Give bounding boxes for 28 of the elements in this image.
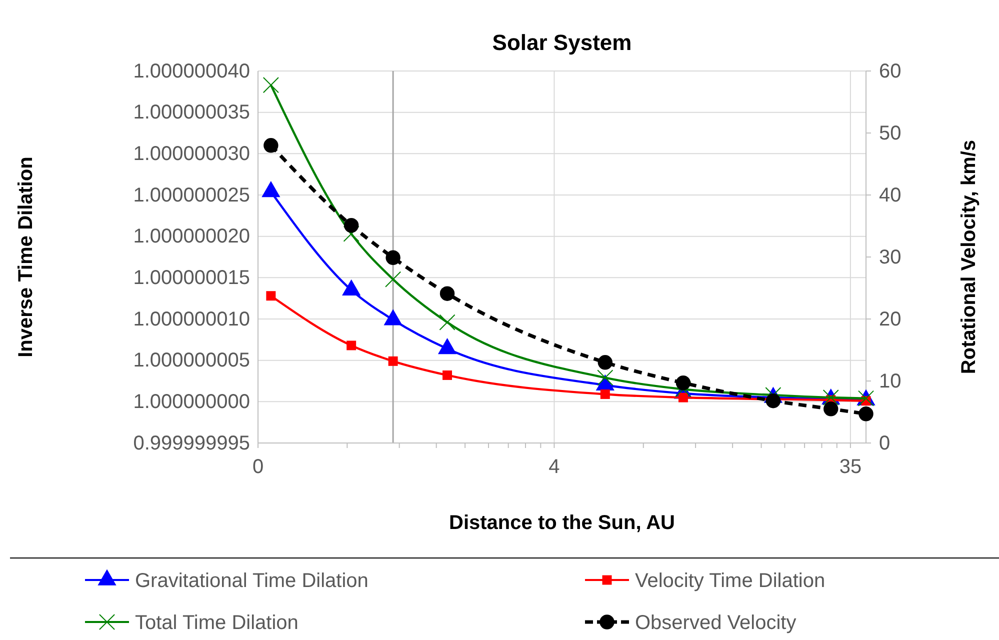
y2-tick-label: 0 <box>879 432 890 454</box>
y2-tick-label: 20 <box>879 308 902 330</box>
x-axis-title: Distance to the Sun, AU <box>449 512 675 534</box>
y2-axis-title: Rotational Velocity, km/s <box>958 140 980 374</box>
y2-tick-label: 40 <box>879 184 902 206</box>
legend-label: Observed Velocity <box>635 612 796 634</box>
y-tick-label: 1.000000030 <box>133 143 250 166</box>
y-tick-label: 1.000000015 <box>133 267 250 290</box>
y-tick-label: 1.000000005 <box>133 350 250 372</box>
y2-tick-label: 50 <box>879 122 902 144</box>
y2-tick-label: 30 <box>879 246 902 268</box>
y-tick-label: 1.000000035 <box>133 102 250 124</box>
x-tick-label: 0 <box>252 456 264 478</box>
y2-tick-label: 10 <box>879 370 902 392</box>
legend-label: Total Time Dilation <box>135 612 298 634</box>
x-tick-label: 4 <box>548 456 560 478</box>
y-tick-label: 1.000000025 <box>133 184 250 206</box>
chart-title: Solar System <box>492 30 632 55</box>
legend-label: Velocity Time Dilation <box>635 570 826 592</box>
y-tick-label: 1.000000000 <box>133 391 250 414</box>
y-axis-title: Inverse Time Dilation <box>15 156 37 358</box>
x-tick-label: 35 <box>839 456 862 478</box>
y-tick-label: 1.000000040 <box>133 60 250 82</box>
y2-tick-label: 60 <box>879 60 902 82</box>
y-tick-label: 1.000000020 <box>133 226 250 248</box>
y-tick-label: 0.999999995 <box>133 432 250 454</box>
legend-label: Gravitational Time Dilation <box>135 570 368 592</box>
y-tick-label: 1.000000010 <box>133 308 250 330</box>
